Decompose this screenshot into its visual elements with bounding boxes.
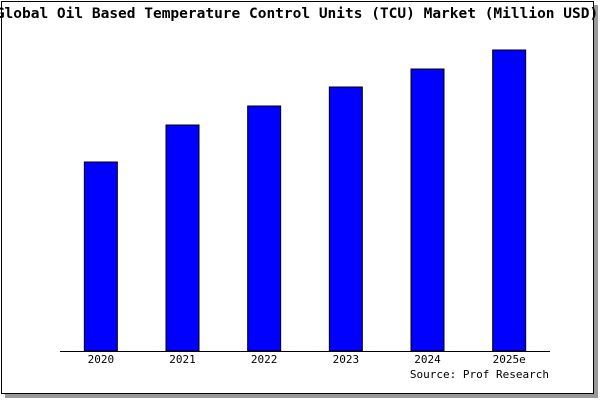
bar — [492, 49, 527, 352]
x-tick-label: 2021 — [169, 353, 196, 366]
x-tick-label: 2022 — [251, 353, 278, 366]
bar — [410, 68, 445, 352]
chart-title: Global Oil Based Temperature Control Uni… — [0, 6, 598, 22]
bar — [328, 86, 363, 352]
x-tick-label: 2020 — [88, 353, 115, 366]
x-tick-label: 2024 — [414, 353, 441, 366]
bar — [165, 124, 200, 352]
bar — [83, 161, 118, 352]
x-tick-label: 2025e — [493, 353, 526, 366]
plot-area — [60, 48, 550, 351]
source-note: Source: Prof Research — [410, 368, 549, 381]
x-tick-label: 2023 — [333, 353, 360, 366]
bar — [247, 105, 282, 352]
